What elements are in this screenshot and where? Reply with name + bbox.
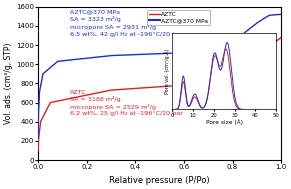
Legend: AZTC, AZTC@370 MPa: AZTC, AZTC@370 MPa [147,10,210,25]
Text: AZTC@370 MPa
SA = 3323 m²/g
micropore SA = 2931 m²/g
6.5 wt%, 42 g/l H₂ at -196°: AZTC@370 MPa SA = 3323 m²/g micropore SA… [70,10,182,37]
X-axis label: Relative pressure (P/Po): Relative pressure (P/Po) [109,176,210,185]
Y-axis label: Vol. ads. (cm³/g, STP): Vol. ads. (cm³/g, STP) [4,43,13,124]
Text: AZTC
SA = 3188 m²/g
micropore SA = 2529 m²/g
6.2 wt%, 25 g/l H₂ at -196°C/20 bar: AZTC SA = 3188 m²/g micropore SA = 2529 … [70,90,182,116]
